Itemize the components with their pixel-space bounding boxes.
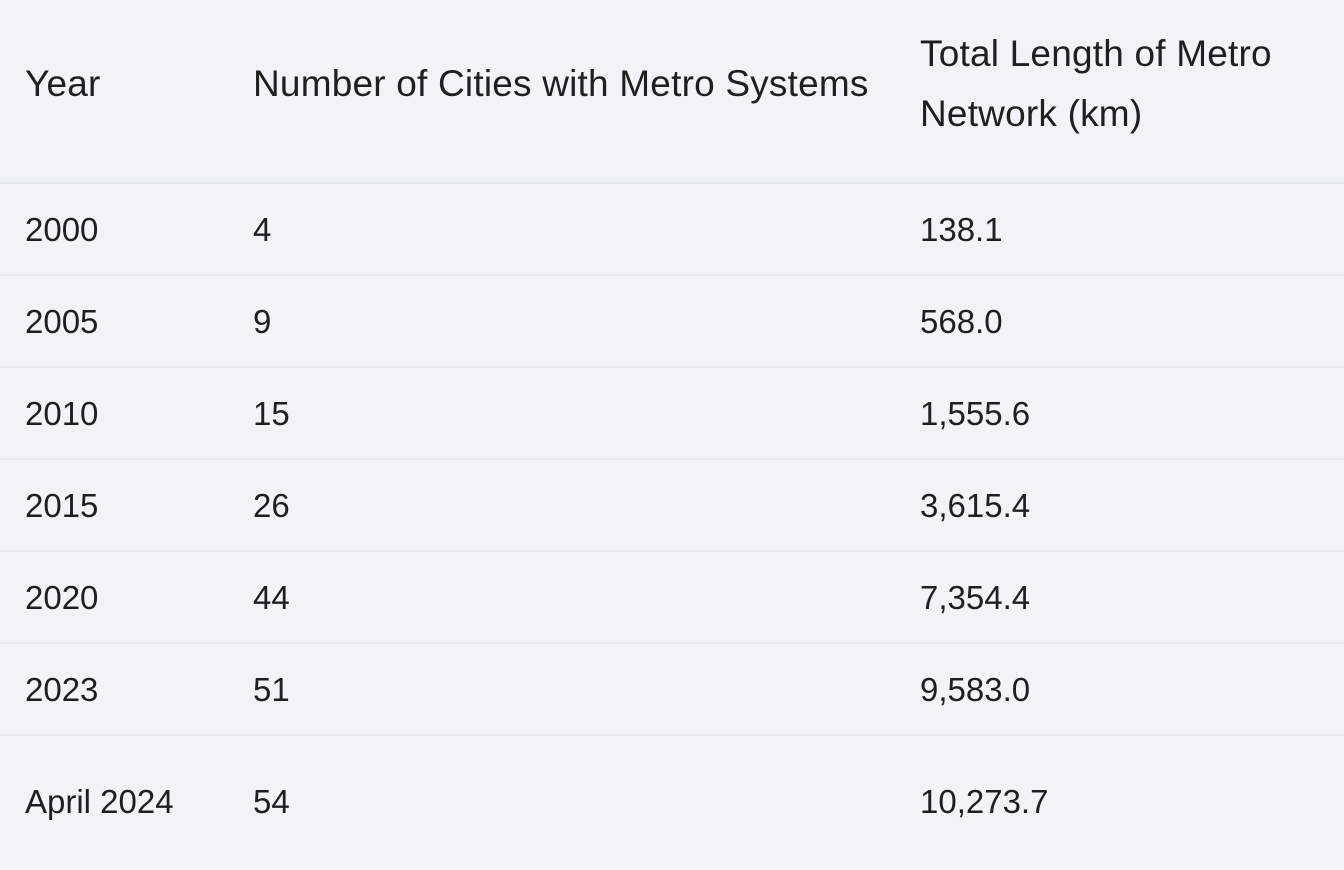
cell-year: 2020 bbox=[0, 551, 229, 644]
cell-year: April 2024 bbox=[25, 782, 174, 820]
cell-length: 9,583.0 bbox=[896, 643, 1344, 736]
header-number-of-cities: Number of Cities with Metro Systems bbox=[229, 0, 896, 184]
table-row: 2015 26 3,615.4 bbox=[0, 459, 1344, 552]
header-total-length: Total Length of Metro Network (km) bbox=[896, 0, 1344, 184]
header-year: Year bbox=[0, 0, 229, 184]
cell-year: 2000 bbox=[0, 183, 229, 276]
cell-length: 568.0 bbox=[896, 275, 1344, 368]
cell-cities: 4 bbox=[229, 183, 896, 276]
table-body: 2000 4 138.1 2005 9 568.0 2010 15 1,555.… bbox=[0, 183, 1344, 866]
cell-year: 2023 bbox=[0, 643, 229, 736]
table-header: Year Number of Cities with Metro Systems… bbox=[0, 0, 1344, 184]
cell-cities: 54 bbox=[253, 782, 290, 820]
cell-year: 2010 bbox=[0, 367, 229, 460]
table-row: 2023 51 9,583.0 bbox=[0, 643, 1344, 736]
header-row: Year Number of Cities with Metro Systems… bbox=[0, 0, 1344, 184]
cell-cities: 15 bbox=[229, 367, 896, 460]
cell-cities: 9 bbox=[229, 275, 896, 368]
cell-cities: 51 bbox=[229, 643, 896, 736]
cell-year: 2015 bbox=[0, 459, 229, 552]
cell-cities: 26 bbox=[229, 459, 896, 552]
table-row: 2000 4 138.1 bbox=[0, 183, 1344, 276]
cell-cities: 44 bbox=[229, 551, 896, 644]
cell-length: 10,273.7 bbox=[920, 782, 1049, 820]
cell-length: 1,555.6 bbox=[896, 367, 1344, 460]
cell-length: 138.1 bbox=[896, 183, 1344, 276]
cell-length: 7,354.4 bbox=[896, 551, 1344, 644]
table-row: 2010 15 1,555.6 bbox=[0, 367, 1344, 460]
table-row: April 2024 54 10,273.7 bbox=[0, 735, 1344, 866]
cell-length: 3,615.4 bbox=[896, 459, 1344, 552]
cell-year: 2005 bbox=[0, 275, 229, 368]
table-row: 2005 9 568.0 bbox=[0, 275, 1344, 368]
table-row: 2020 44 7,354.4 bbox=[0, 551, 1344, 644]
